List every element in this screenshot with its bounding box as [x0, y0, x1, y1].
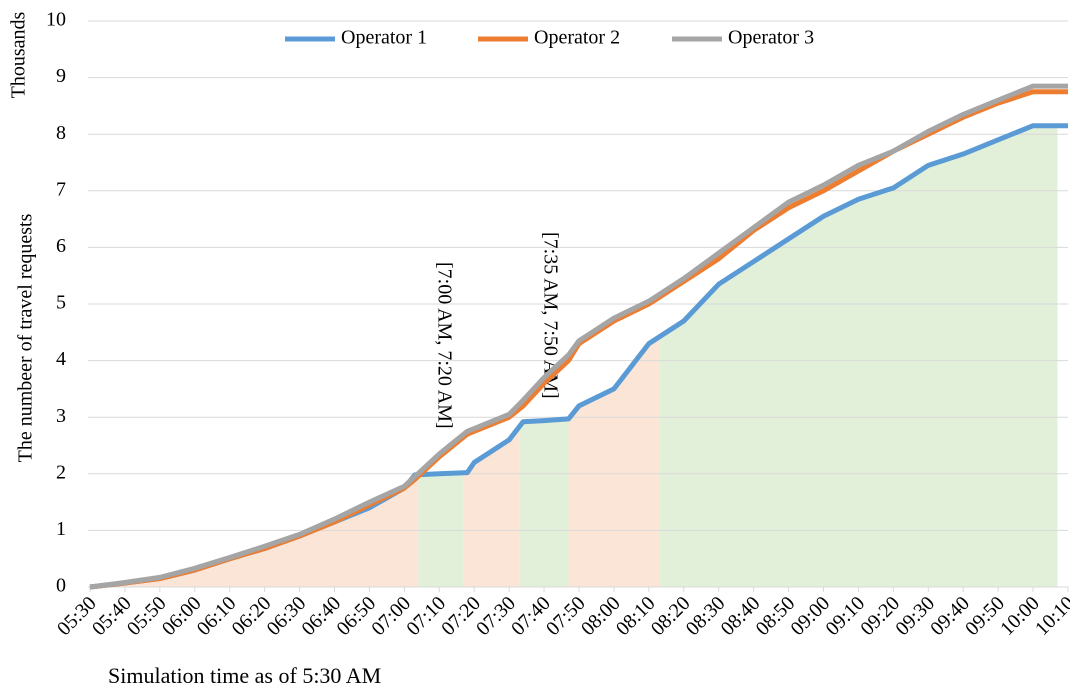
- x-tick-label: 09:00: [787, 592, 835, 640]
- x-tick-label: 08:50: [752, 592, 800, 640]
- y-tick-label: 2: [56, 461, 66, 483]
- x-tick-label: 07:00: [367, 592, 415, 640]
- shaded-region: [90, 474, 419, 587]
- y-tick-label: 6: [56, 235, 66, 257]
- y-tick-label: 1: [56, 518, 66, 540]
- y-tick-label: 3: [56, 405, 66, 427]
- x-tick-label: 08:30: [682, 592, 730, 640]
- x-tick-label: 07:50: [542, 592, 590, 640]
- x-tick-label: 07:40: [507, 592, 555, 640]
- y-tick-label: 10: [46, 9, 66, 31]
- x-tick-label: 09:30: [891, 592, 939, 640]
- y-axis-title: The numbeer of travel requests: [15, 213, 37, 462]
- x-tick-label: 10:10: [1031, 592, 1070, 640]
- shaded-region: [659, 125, 1058, 588]
- y-unit-label: Thousands: [8, 11, 30, 98]
- x-tick-label: 07:30: [472, 592, 520, 640]
- series-line: [89, 83, 1068, 590]
- x-tick-label: 07:10: [402, 592, 450, 640]
- y-tick-label: 5: [56, 292, 66, 314]
- x-tick-label: 06:40: [298, 592, 346, 640]
- y-tick-label: 7: [56, 178, 66, 200]
- x-tick-label: 09:40: [926, 592, 974, 640]
- x-tick-label: 06:20: [228, 592, 276, 640]
- shaded-region: [463, 426, 520, 587]
- x-tick-label: 08:00: [577, 592, 625, 640]
- x-tick-label: 07:20: [437, 592, 485, 640]
- x-tick-label: 06:50: [332, 592, 380, 640]
- x-tick-label: 05:50: [123, 592, 171, 640]
- shaded-region: [568, 336, 660, 587]
- x-tick-label: 06:00: [158, 592, 206, 640]
- x-tick-label: 08:40: [717, 592, 765, 640]
- legend-label: Operator 3: [728, 27, 814, 49]
- x-tick-label: 09:10: [821, 592, 869, 640]
- x-tick-label: 08:20: [647, 592, 695, 640]
- x-tick-label: 05:30: [53, 592, 101, 640]
- x-tick-label: 06:10: [193, 592, 241, 640]
- y-tick-label: 8: [56, 122, 66, 144]
- x-tick-label: 10:00: [996, 592, 1044, 640]
- y-tick-label: 9: [56, 65, 66, 87]
- legend-label: Operator 2: [534, 27, 620, 49]
- annotation: [7:00 AM, 7:20 AM]: [433, 262, 455, 429]
- x-axis-title: Simulation time as of 5:30 AM: [108, 663, 381, 688]
- x-tick-label: 08:10: [612, 592, 660, 640]
- x-tick-label: 06:30: [263, 592, 311, 640]
- x-tick-label: 05:40: [88, 592, 136, 640]
- x-tick-label: 09:50: [961, 592, 1009, 640]
- shaded-region: [519, 418, 569, 587]
- y-tick-label: 4: [56, 348, 66, 370]
- annotation: [7:35 AM, 7:50 AM]: [539, 232, 561, 399]
- legend-label: Operator 1: [341, 27, 427, 49]
- x-tick-label: 09:20: [856, 592, 904, 640]
- y-tick-label: 0: [56, 575, 66, 597]
